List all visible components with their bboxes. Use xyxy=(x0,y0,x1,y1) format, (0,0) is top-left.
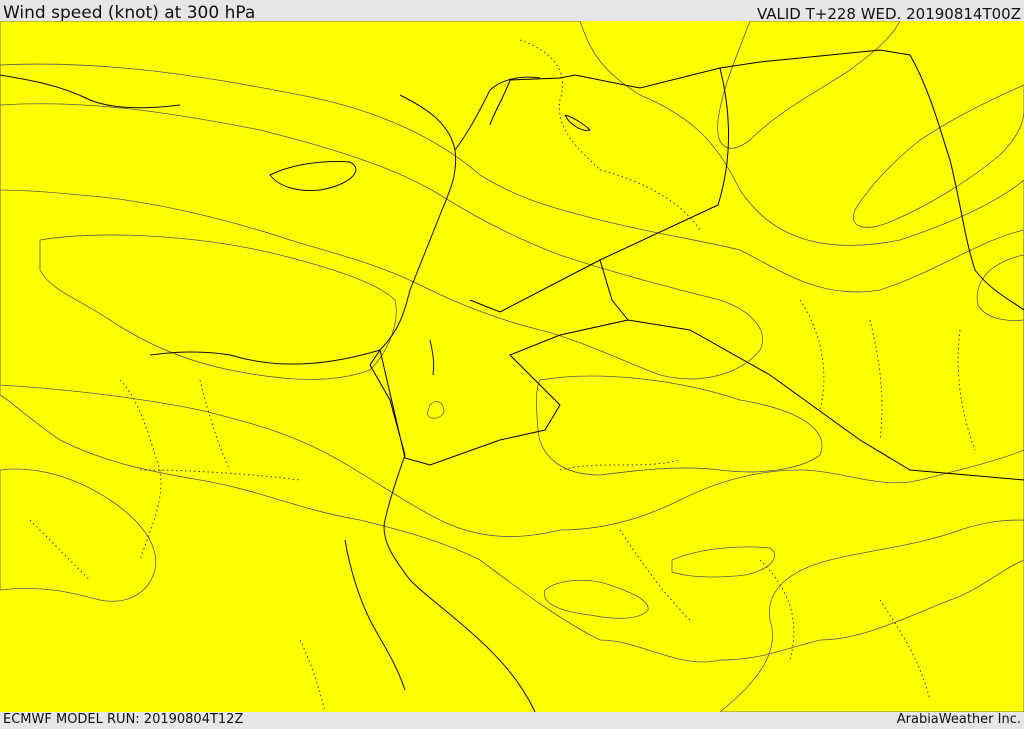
model-run: ECMWF MODEL RUN: 20190804T12Z xyxy=(3,712,244,727)
band-peach-w xyxy=(0,468,157,602)
map-canvas xyxy=(0,21,1024,712)
map-title: Wind speed (knot) at 300 hPa xyxy=(3,3,256,23)
valid-time: VALID T+228 WED. 20190814T00Z xyxy=(756,5,1021,23)
borders xyxy=(369,49,1024,481)
admin-boundaries xyxy=(29,39,976,712)
band-peach-se xyxy=(719,519,1024,712)
coastline xyxy=(0,74,591,712)
band-yellow xyxy=(0,21,1024,712)
band-orange-east xyxy=(976,254,1024,321)
band-orange xyxy=(0,103,763,380)
title-bar: Wind speed (knot) at 300 hPa VALID T+228… xyxy=(0,0,1024,23)
band-peach-e xyxy=(853,84,1024,228)
band-amber-south xyxy=(535,375,823,476)
band-peach-s1 xyxy=(544,579,649,619)
band-gold xyxy=(0,21,1024,663)
band-peach-s2 xyxy=(671,546,776,578)
band-gold-inner xyxy=(39,234,397,380)
credit-label: ArabiaWeather Inc. xyxy=(896,712,1021,727)
footer-bar: ECMWF MODEL RUN: 20190804T12Z ArabiaWeat… xyxy=(0,712,1024,729)
wind-speed-map[interactable] xyxy=(0,21,1024,712)
band-peach-nw-small xyxy=(426,401,445,419)
